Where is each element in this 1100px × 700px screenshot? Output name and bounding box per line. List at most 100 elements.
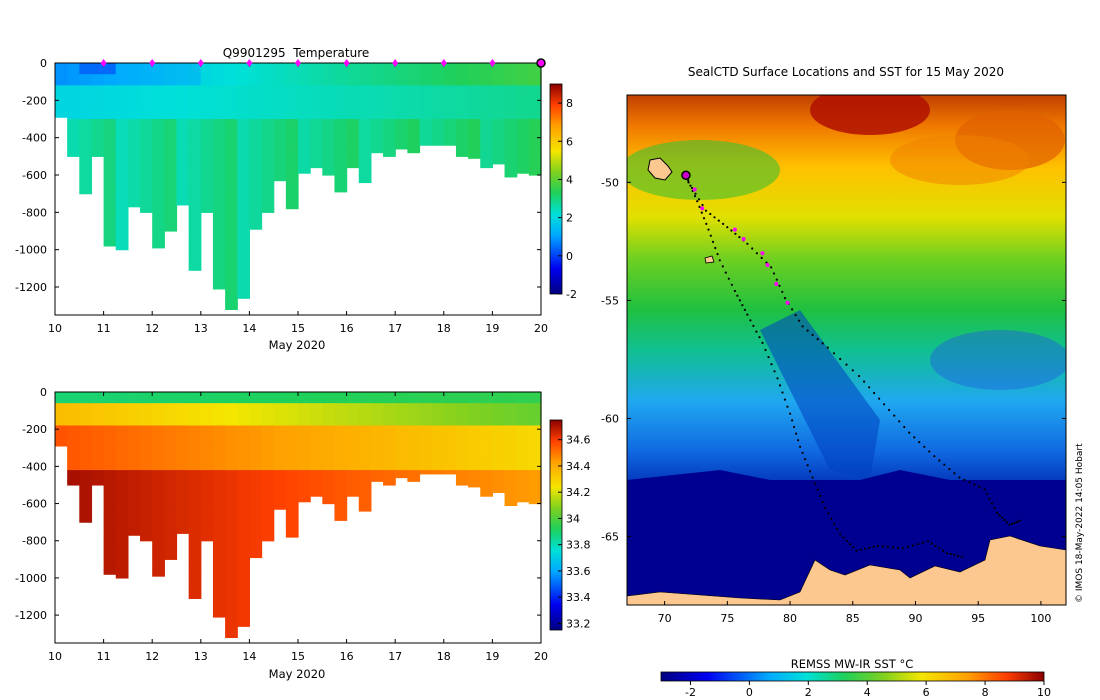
track-point [886,545,890,549]
section-cell [164,130,178,142]
section-cell [200,458,214,471]
section-cell [370,119,384,131]
section-cell [152,163,165,176]
section-cell [516,447,530,460]
track-point [1003,518,1006,522]
section-cell [407,119,421,131]
section-cell [298,96,311,109]
section-cell [492,425,506,438]
section-cell [516,107,530,120]
track-point [816,338,819,341]
section-cell [225,481,238,493]
y-tick-label: 0 [40,386,47,399]
section-cell [91,74,105,86]
section-cell [455,425,469,438]
section-cell [249,85,263,98]
section-cell [492,141,506,154]
track-point [799,445,802,448]
x-tick-label: 18 [437,322,451,335]
section-cell [358,152,372,165]
section-cell [273,107,287,120]
section-cell [443,425,457,438]
section-cell [249,481,263,493]
section-cell [103,219,117,232]
track-point [733,289,737,293]
section-cell [79,63,93,75]
section-cell [419,63,433,75]
section-cell [285,119,299,131]
section-cell [176,119,190,131]
section-cell [346,414,360,427]
colorbar-tick-label: 6 [566,135,573,148]
section-cell [115,74,129,86]
section-cell [383,436,396,449]
section-cell [188,186,202,198]
section-cell [528,63,542,75]
track-point [755,252,759,255]
recent-position [692,187,697,192]
section-cell [188,592,202,599]
section-cell [237,186,250,198]
section-cell [67,470,80,482]
track-point [783,398,787,401]
section-cell [273,392,287,404]
section-cell [176,141,190,154]
section-cell [200,130,214,142]
colorbar-tick-label: 2 [805,686,812,699]
section-cell [176,414,190,427]
section-cell [249,130,263,142]
section-cell [67,74,80,86]
x-tick-label: 20 [534,322,548,335]
section-cell [152,403,165,415]
section-cell [334,186,348,193]
section-cell [455,141,469,154]
section-cell [176,525,190,534]
section-cell [261,537,275,542]
section-cell [212,85,226,98]
section-cell [468,107,481,120]
section-cell [516,163,530,174]
section-cell [273,96,287,109]
track-point [811,476,814,479]
track-point [821,342,824,345]
section-cell [115,503,129,516]
track-point [700,211,703,214]
section-cell [346,447,360,460]
section-cell [200,503,214,516]
section-cell [115,85,129,98]
section-cell [468,85,481,98]
section-cell [237,592,250,605]
section-cell [528,436,542,449]
section-cell [431,392,445,404]
section-cell [273,458,287,471]
section-cell [455,96,469,109]
section-cell [225,570,238,583]
section-cell [310,163,323,169]
section-cell [395,85,408,98]
section-cell [285,85,299,98]
section-cell [152,175,165,187]
section-cell [237,175,250,187]
section-cell [200,414,214,427]
section-cell [188,570,202,583]
section-cell [346,492,360,497]
section-cell [115,119,129,131]
section-cell [225,96,238,109]
section-cell [383,141,396,154]
section-cell [188,219,202,232]
section-cell [273,425,287,438]
section-cell [249,141,263,154]
section-cell [200,392,214,404]
section-cell [516,481,530,493]
section-cell [188,458,202,471]
section-cell [140,141,153,154]
section-cell [152,525,165,538]
section-cell [212,537,226,549]
section-cell [273,481,287,493]
colorbar-tick-label: 34.2 [566,486,591,499]
track-point [791,308,794,311]
section-cell [225,615,238,627]
section-cell [127,107,141,120]
track-point [711,240,715,243]
